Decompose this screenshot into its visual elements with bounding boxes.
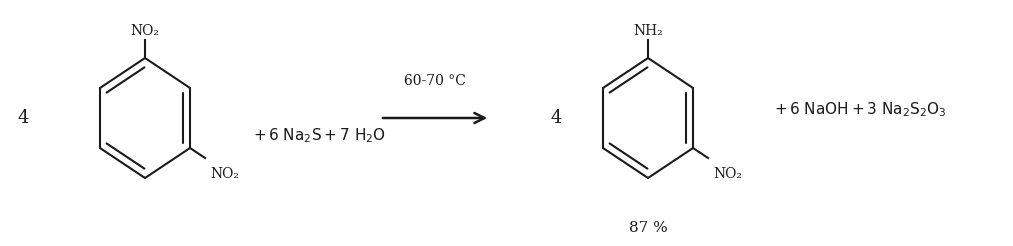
Text: 87 %: 87 % xyxy=(629,221,668,235)
Text: 4: 4 xyxy=(551,109,562,127)
Text: $+\,6\ \mathrm{NaOH} + 3\ \mathrm{Na_2S_2O_3}$: $+\,6\ \mathrm{NaOH} + 3\ \mathrm{Na_2S_… xyxy=(774,101,946,119)
Text: NO₂: NO₂ xyxy=(714,167,743,181)
Text: 4: 4 xyxy=(18,109,29,127)
Text: NH₂: NH₂ xyxy=(633,24,663,38)
Text: NO₂: NO₂ xyxy=(131,24,159,38)
Text: NO₂: NO₂ xyxy=(211,167,240,181)
Text: $+\,6\ \mathrm{Na_2S} + 7\ \mathrm{H_2O}$: $+\,6\ \mathrm{Na_2S} + 7\ \mathrm{H_2O}… xyxy=(253,127,387,145)
Text: 60-70 °C: 60-70 °C xyxy=(404,74,466,88)
